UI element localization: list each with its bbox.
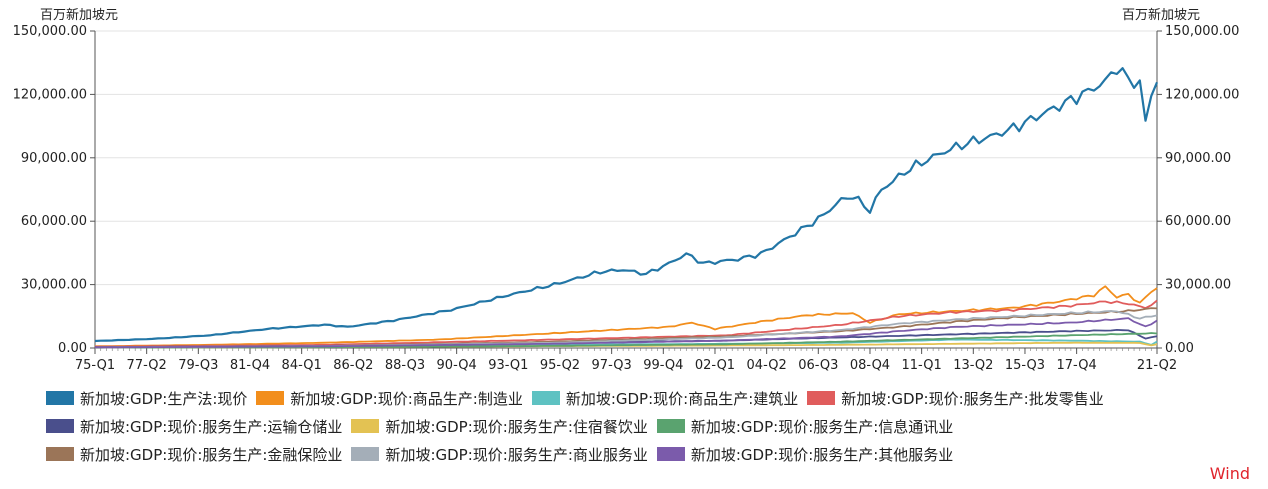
legend-swatch: [46, 447, 74, 461]
right-axis-unit: 百万新加坡元: [1121, 8, 1200, 23]
y-tick-label-left: 60,000.00: [21, 214, 87, 229]
y-tick-label-left: 0.00: [58, 341, 87, 356]
left-axis-unit: 百万新加坡元: [40, 8, 119, 23]
y-tick-label-left: 150,000.00: [13, 24, 87, 39]
x-tick-label: 90-Q4: [437, 358, 477, 373]
y-tick-label-right: 60,000.00: [1165, 214, 1231, 229]
x-tick-label: 15-Q3: [1005, 358, 1045, 373]
legend-swatch: [531, 391, 560, 405]
legend-label: 新加坡:GDP:现价:商品生产:建筑业: [565, 389, 799, 408]
legend-swatch: [807, 391, 836, 405]
series-lines: [94, 67, 1159, 349]
x-tick-label: 77-Q2: [127, 358, 167, 373]
x-tick-label: 75-Q1: [75, 358, 115, 373]
legend-label: 新加坡:GDP:现价:服务生产:批发零售业: [841, 389, 1104, 408]
x-tick-label: 17-Q4: [1057, 358, 1097, 373]
x-tick-label: 93-Q1: [488, 358, 528, 373]
legend-item[interactable]: 新加坡:GDP:现价:服务生产:商业服务业: [351, 444, 648, 465]
legend-label: 新加坡:GDP:现价:服务生产:其他服务业: [690, 445, 954, 464]
series-line: [94, 317, 1158, 349]
legend-item[interactable]: 新加坡:GDP:现价:服务生产:运输仓储业: [46, 416, 342, 437]
grid: [95, 30, 1157, 349]
legend-item[interactable]: 新加坡:GDP:现价:服务生产:批发零售业: [807, 388, 1104, 409]
x-tick-label: 11-Q1: [902, 358, 942, 373]
legend-swatch: [351, 419, 380, 433]
legend-label: 新加坡:GDP:现价:商品生产:制造业: [290, 389, 523, 408]
legend-row: 新加坡:GDP:现价:服务生产:金融保险业 新加坡:GDP:现价:服务生产:商业服…: [46, 440, 1206, 468]
y-tick-label-left: 90,000.00: [21, 151, 87, 166]
legend: 新加坡:GDP:生产法:现价 新加坡:GDP:现价:商品生产:制造业 新加坡:GDP…: [46, 384, 1206, 468]
legend-item[interactable]: 新加坡:GDP:现价:服务生产:其他服务业: [656, 444, 954, 465]
legend-label: 新加坡:GDP:现价:服务生产:住宿餐饮业: [385, 417, 648, 436]
x-tick-label: 21-Q2: [1137, 358, 1177, 373]
x-tick-label: 88-Q3: [385, 358, 425, 373]
legend-swatch: [656, 419, 685, 433]
source-label: Wind: [1209, 464, 1250, 483]
x-tick-label: 81-Q4: [230, 358, 270, 373]
series-line: [95, 299, 1158, 348]
x-tick-label: 08-Q4: [850, 358, 890, 373]
y-tick-label-left: 120,000.00: [13, 87, 87, 102]
legend-label: 新加坡:GDP:现价:服务生产:信息通讯业: [690, 417, 954, 436]
x-tick-label: 02-Q1: [695, 358, 735, 373]
y-tick-label-right: 90,000.00: [1165, 151, 1231, 166]
legend-swatch: [256, 391, 285, 405]
series-line: [94, 67, 1159, 343]
legend-swatch: [46, 391, 74, 405]
x-tick-label: 95-Q2: [540, 358, 580, 373]
legend-item[interactable]: 新加坡:GDP:生产法:现价: [46, 388, 247, 409]
legend-label: 新加坡:GDP:现价:服务生产:商业服务业: [385, 445, 648, 464]
legend-item[interactable]: 新加坡:GDP:现价:服务生产:信息通讯业: [656, 416, 954, 437]
legend-row: 新加坡:GDP:现价:服务生产:运输仓储业 新加坡:GDP:现价:服务生产:住宿餐…: [46, 412, 1206, 440]
y-tick-label-right: 120,000.00: [1165, 87, 1239, 102]
legend-label: 新加坡:GDP:现价:服务生产:运输仓储业: [80, 417, 343, 436]
legend-item[interactable]: 新加坡:GDP:现价:商品生产:建筑业: [531, 388, 799, 409]
legend-item[interactable]: 新加坡:GDP:现价:服务生产:金融保险业: [46, 444, 342, 465]
x-tick-label: 13-Q2: [953, 358, 993, 373]
legend-item[interactable]: 新加坡:GDP:现价:商品生产:制造业: [256, 388, 523, 409]
legend-item[interactable]: 新加坡:GDP:现价:服务生产:住宿餐饮业: [351, 416, 648, 437]
x-tick-label: 84-Q1: [282, 358, 322, 373]
x-tick-label: 04-Q2: [747, 358, 787, 373]
y-tick-label-right: 30,000.00: [1165, 278, 1231, 293]
x-tick-label: 79-Q3: [178, 358, 218, 373]
legend-swatch: [46, 419, 74, 433]
legend-row: 新加坡:GDP:生产法:现价 新加坡:GDP:现价:商品生产:制造业 新加坡:GDP…: [46, 384, 1206, 412]
legend-label: 新加坡:GDP:现价:服务生产:金融保险业: [80, 445, 343, 464]
y-tick-label-right: 0.00: [1165, 341, 1194, 356]
legend-label: 新加坡:GDP:生产法:现价: [80, 389, 248, 408]
x-tick-label: 99-Q4: [643, 358, 683, 373]
y-tick-label-left: 30,000.00: [21, 278, 87, 293]
legend-swatch: [656, 447, 685, 461]
y-tick-label-right: 150,000.00: [1165, 24, 1239, 39]
x-tick-label: 06-Q3: [798, 358, 838, 373]
x-tick-label: 86-Q2: [333, 358, 373, 373]
x-tick-label: 97-Q3: [592, 358, 632, 373]
legend-swatch: [351, 447, 380, 461]
axes: 0.00 0.00 30,000.00 30,000.00 60,000.00 60,00…: [13, 24, 1240, 373]
line-chart: 0.00 0.00 30,000.00 30,000.00 60,000.00 60,00…: [13, 24, 1240, 373]
